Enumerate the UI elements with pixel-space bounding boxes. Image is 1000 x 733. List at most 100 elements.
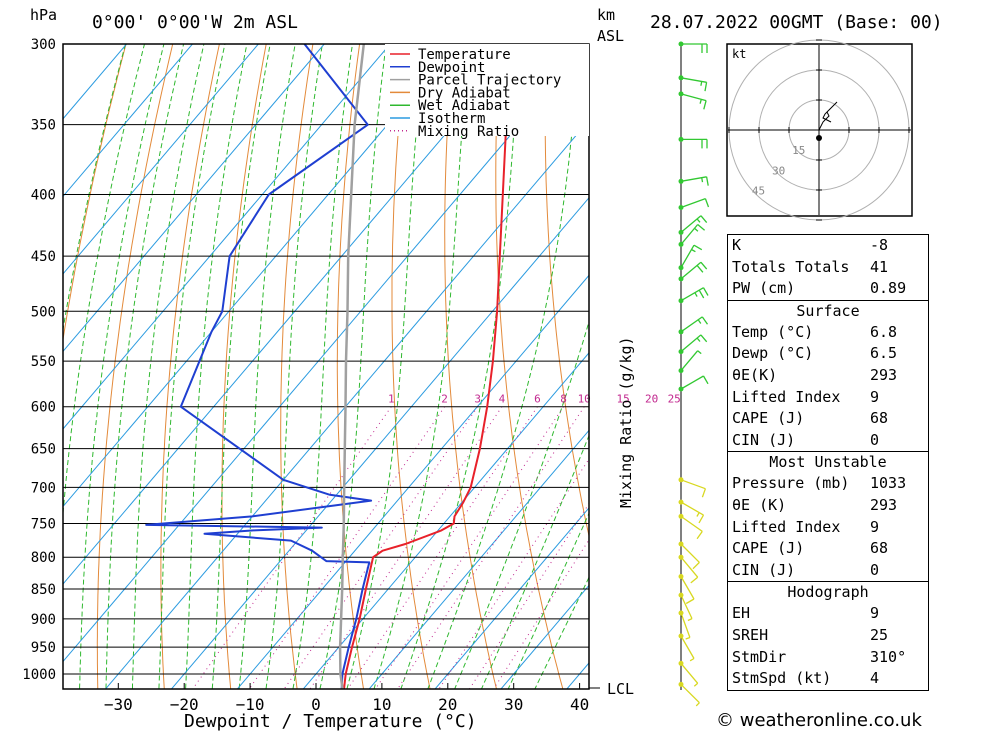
mixing-ratio-label: 4 — [499, 393, 506, 406]
pressure-tick-label: 950 — [31, 640, 56, 656]
index-label: K — [732, 236, 742, 254]
dry-adiabat-line — [160, 44, 220, 689]
wet-adiabat-line — [319, 44, 387, 689]
isotherm-line — [104, 119, 589, 689]
wind-barb-flag — [694, 227, 699, 232]
pressure-tick-label: 1000 — [22, 667, 56, 683]
wind-barb-staff — [680, 93, 707, 102]
index-row: Dewp (°C) 6.5 — [728, 343, 928, 365]
legend-entry: Dewpoint — [418, 60, 485, 76]
most-unstable-section: Most Unstable Pressure (mb) 1033 θE (K) 29… — [728, 451, 928, 581]
wind-barb-flag — [692, 561, 700, 570]
legend-entry: Wet Adiabat — [418, 98, 511, 114]
copyright-link[interactable]: © weatheronline.co.uk — [716, 710, 922, 731]
isotherm-line — [63, 44, 325, 353]
index-value: 0 — [870, 560, 880, 579]
wind-barb-flag — [697, 319, 702, 324]
mixing-ratio-label: 8 — [560, 393, 567, 406]
index-row: Totals Totals 41 — [728, 257, 928, 279]
pressure-tick-label: 850 — [31, 582, 56, 598]
index-label: Lifted Index — [732, 387, 841, 406]
wind-barb-flag — [701, 177, 704, 183]
index-row: Temp (°C) 6.8 — [728, 322, 928, 344]
wet-adiabat-line — [131, 44, 205, 689]
wind-barbs — [678, 41, 710, 707]
parcel-trajectory-line — [338, 44, 366, 689]
wind-barb-flag — [696, 531, 703, 540]
wind-barb-flag — [685, 598, 695, 605]
mixing-ratio-line — [309, 406, 503, 689]
x-axis-label: Dewpoint / Temperature (°C) — [184, 711, 477, 732]
index-label: θE (K) — [732, 495, 787, 514]
legend-entry: Isotherm — [418, 111, 485, 127]
wind-barb-staff — [680, 683, 700, 704]
index-row: CIN (J) 0 — [728, 560, 928, 582]
legend-background — [385, 44, 589, 136]
wind-barb-flag — [696, 512, 700, 517]
wet-adiabat-line — [427, 44, 581, 689]
index-row: CAPE (J) 68 — [728, 408, 928, 430]
wind-barb-flag — [698, 514, 705, 524]
hodograph-ring-label: 15 — [792, 144, 805, 157]
wind-barb-staff — [680, 334, 702, 353]
wind-barb-flag — [701, 488, 707, 498]
hodograph-trace — [818, 101, 838, 131]
index-label: Pressure (mb) — [732, 474, 850, 493]
isotherm-line — [63, 44, 128, 120]
wind-barb-staff — [680, 224, 699, 245]
mixing-ratio-label: 25 — [668, 393, 681, 406]
wind-barb-flag — [693, 682, 699, 687]
mixing-ratio-label: 10 — [578, 393, 591, 406]
pressure-tick-label: 900 — [31, 612, 56, 628]
index-row: Pressure (mb) 1033 — [728, 473, 928, 495]
wind-barb-staff — [680, 287, 704, 302]
index-value: 41 — [870, 257, 889, 276]
index-value: 68 — [870, 409, 889, 428]
wet-adiabat-line — [185, 44, 248, 689]
index-value: 25 — [870, 625, 889, 644]
wet-adiabat-line — [346, 44, 426, 689]
pressure-tick-label: 450 — [31, 249, 56, 265]
wet-adiabat-line — [373, 44, 470, 689]
temperature-tick-labels: −30 −20 −10 0 10 20 30 40 — [104, 683, 589, 714]
pressure-tick-label: 750 — [31, 517, 56, 533]
wet-adiabat-line — [211, 44, 271, 689]
wet-adiabat-line — [265, 44, 323, 689]
index-value: -8 — [870, 236, 889, 254]
wind-barb-flag — [689, 657, 695, 662]
index-value: 293 — [870, 495, 898, 514]
dry-adiabat-line — [280, 44, 314, 689]
wind-barb-flag — [695, 702, 700, 707]
wet-adiabat-line — [158, 44, 226, 689]
index-label: Temp (°C) — [732, 322, 814, 341]
wind-barb-staff — [680, 594, 693, 619]
location-title: 0°00' 0°00'W 2m ASL — [92, 12, 298, 33]
index-row: Lifted Index 9 — [728, 517, 928, 539]
temperature-tick-label: 30 — [504, 695, 523, 714]
wind-barb-staff — [680, 316, 703, 333]
wind-barb-staff — [680, 662, 699, 684]
mixing-ratio-line — [347, 406, 538, 689]
wind-barb-flag — [691, 248, 696, 253]
dry-adiabat-line — [444, 44, 497, 689]
wind-barb-flag — [704, 82, 708, 92]
dry-adiabat-line — [593, 0, 701, 705]
pressure-tick-label: 600 — [31, 400, 56, 416]
hodograph-ring-label: 45 — [752, 185, 765, 198]
wind-barb-staff — [680, 215, 702, 233]
temperature-tick-label: −30 — [104, 695, 133, 714]
wind-barb-staff — [680, 479, 706, 490]
run-time-title: 28.07.2022 00GMT (Base: 00) — [650, 12, 943, 33]
wind-barb-flag — [701, 316, 709, 325]
dry-adiabat-line — [544, 44, 589, 539]
wet-adiabat-line — [79, 44, 165, 689]
hodograph-title: Hodograph — [787, 583, 869, 602]
pressure-tick-label: 800 — [31, 550, 56, 566]
pressure-tick-labels: 300 350 400 450 500 550 600 650 700 750 800 850 900 9… — [22, 37, 56, 683]
hodograph-plot: 15 30 45 — [728, 39, 911, 221]
index-row: CIN (J) 0 — [728, 430, 928, 452]
wind-barb-staff — [680, 612, 691, 638]
temperature-tick-label: 0 — [311, 695, 321, 714]
temperature-tick-label: −10 — [236, 695, 265, 714]
